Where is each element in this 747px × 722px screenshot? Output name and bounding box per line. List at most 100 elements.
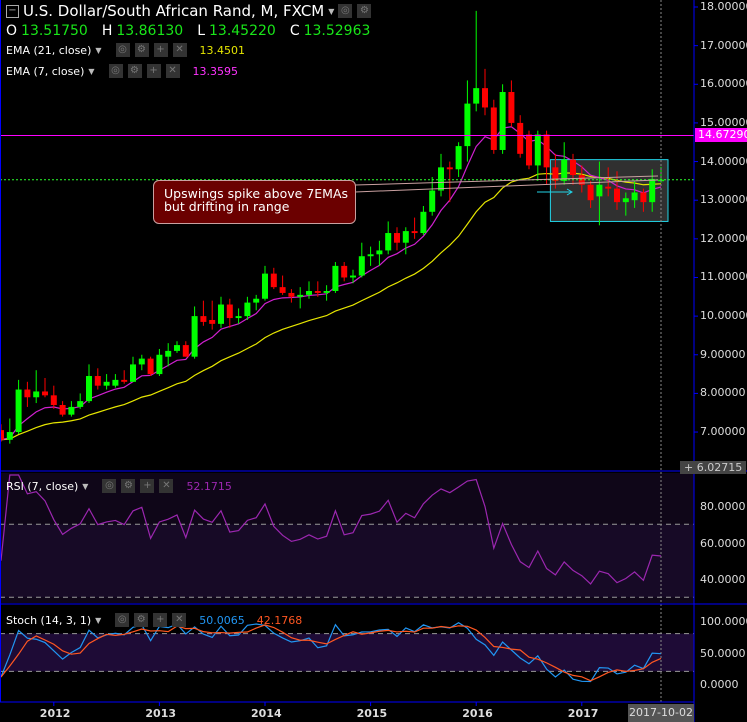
candles — [0, 10, 664, 444]
candle — [350, 269, 356, 284]
candle — [77, 393, 84, 409]
candle-body — [314, 291, 321, 293]
candle-body — [341, 265, 348, 278]
rsi-label: RSI (7, close) — [6, 479, 79, 493]
candle — [262, 265, 268, 301]
stoch-d-value: 42.1768 — [256, 613, 303, 627]
stoch-legend[interactable]: Stoch (14, 3, 1) ▼ ◎ ⚙ + ✕ 50.0065 42.1768 — [6, 613, 302, 627]
plus-icon[interactable]: + — [153, 613, 168, 627]
ema7-label: EMA (7, close) — [6, 64, 85, 78]
candle — [24, 381, 31, 407]
settings-icon[interactable]: ⚙ — [121, 479, 136, 493]
annotation-callout[interactable]: Upswings spike above 7EMAs but drifting … — [153, 180, 356, 224]
candle — [438, 153, 444, 197]
eye-icon[interactable]: ◎ — [108, 64, 123, 78]
close-label: C — [289, 23, 300, 39]
candle — [552, 153, 559, 189]
candle-body — [350, 275, 356, 278]
candle — [209, 300, 216, 330]
candle-body — [174, 345, 180, 351]
candle — [226, 298, 233, 328]
chevron-down-icon[interactable]: ▼ — [95, 45, 102, 55]
high-label: H — [101, 23, 113, 39]
candle-body — [411, 231, 418, 234]
price-tick: 10.00000 — [700, 309, 747, 323]
candle-body — [262, 273, 268, 299]
open-value: 13.51750 — [21, 23, 88, 39]
stoch-tick: 50.0000 — [700, 647, 746, 660]
close-icon[interactable]: ✕ — [172, 613, 187, 627]
candle — [499, 84, 506, 154]
candle-body — [534, 134, 541, 166]
candle-body — [482, 88, 488, 108]
eye-icon[interactable]: ◎ — [102, 479, 117, 493]
candle-body — [244, 302, 251, 317]
stoch-tick: 0.0000 — [700, 678, 739, 691]
stoch-label: Stoch (14, 3, 1) — [6, 613, 92, 627]
settings-icon[interactable]: ⚙ — [357, 4, 372, 18]
candle-body — [68, 406, 75, 415]
candle-body — [420, 211, 427, 234]
price-axis-bottom-value: 6.02715 — [696, 461, 743, 474]
plus-icon[interactable]: + — [146, 64, 161, 78]
candle — [6, 418, 13, 444]
candle — [297, 287, 304, 309]
candle-body — [429, 190, 436, 212]
ema7-line — [0, 126, 662, 441]
eye-icon[interactable]: ◎ — [115, 43, 130, 57]
price-tick: 9.00000 — [700, 347, 746, 361]
time-tick: 2014 — [251, 707, 282, 720]
candle — [174, 341, 180, 353]
candle — [543, 130, 550, 185]
ema21-label: EMA (21, close) — [6, 43, 92, 57]
candle — [482, 68, 488, 116]
close-icon[interactable]: ✕ — [172, 43, 187, 57]
symbol-legend[interactable]: − U.S. Dollar/South African Rand, M, FXC… — [6, 2, 372, 20]
candle-body — [59, 404, 66, 415]
candle-body — [543, 134, 550, 168]
price-axis-bottom-label: + 6.02715 — [680, 461, 747, 474]
plus-icon[interactable]: + — [140, 479, 155, 493]
candle — [156, 348, 163, 377]
rsi-legend[interactable]: RSI (7, close) ▼ ◎ ⚙ + ✕ 52.1715 — [6, 479, 232, 493]
candle-body — [394, 233, 400, 243]
close-icon[interactable]: ✕ — [159, 479, 174, 493]
chevron-down-icon[interactable]: ▼ — [95, 615, 102, 625]
collapse-icon[interactable]: − — [6, 4, 19, 18]
candle — [288, 289, 295, 303]
candle-body — [358, 256, 365, 276]
ema21-path — [0, 172, 662, 441]
candle — [341, 262, 348, 282]
candle — [376, 240, 383, 266]
candle-body — [376, 250, 383, 255]
stoch-d-path — [0, 624, 662, 682]
close-icon[interactable]: ✕ — [165, 64, 180, 78]
settings-icon[interactable]: ⚙ — [127, 64, 142, 78]
ohlc-readout: O 13.51750 H 13.86130 L 13.45220 C 13.52963 — [6, 23, 380, 39]
candle-body — [209, 319, 216, 324]
eye-icon[interactable]: ◎ — [115, 613, 130, 627]
settings-icon[interactable]: ⚙ — [134, 613, 149, 627]
candle-body — [24, 389, 31, 398]
chevron-down-icon[interactable]: ▼ — [328, 6, 335, 16]
candle-body — [526, 134, 532, 166]
rsi-tick: 60.0000 — [700, 537, 746, 550]
chevron-down-icon[interactable]: ▼ — [82, 481, 89, 491]
candle-body — [640, 192, 647, 203]
candle — [244, 296, 251, 320]
cursor-date-label: 2017-10-02 — [628, 704, 694, 722]
ema21-legend[interactable]: EMA (21, close) ▼ ◎ ⚙ + ✕ 13.4501 — [6, 43, 245, 57]
candle-body — [279, 287, 286, 293]
price-tick: 7.00000 — [700, 425, 746, 439]
candle — [112, 374, 119, 388]
ema21-line — [0, 172, 662, 441]
candle — [411, 217, 418, 239]
plus-icon[interactable]: + — [153, 43, 168, 57]
candle-body — [33, 391, 40, 398]
settings-icon[interactable]: ⚙ — [134, 43, 149, 57]
ema7-legend[interactable]: EMA (7, close) ▼ ◎ ⚙ + ✕ 13.3595 — [6, 64, 238, 78]
chevron-down-icon[interactable]: ▼ — [88, 66, 95, 76]
candle-body — [6, 432, 13, 440]
eye-icon[interactable]: ◎ — [338, 4, 353, 18]
